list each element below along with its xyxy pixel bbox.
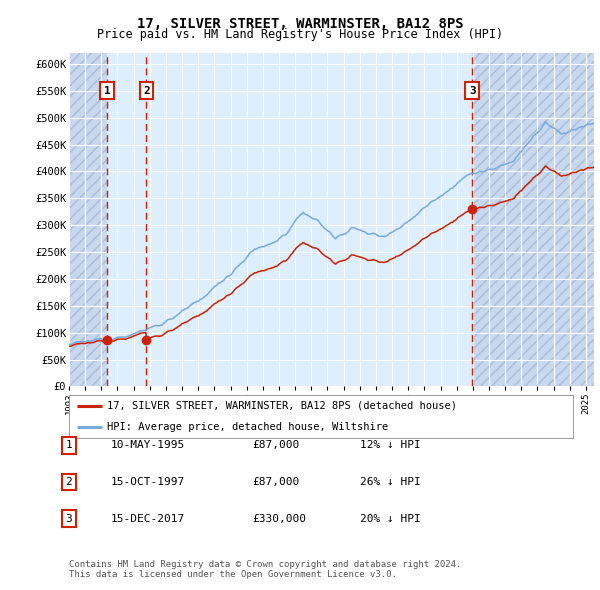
Bar (146, 53, 472, 386)
Text: 17, SILVER STREET, WARMINSTER, BA12 8PS (detached house): 17, SILVER STREET, WARMINSTER, BA12 8PS … (107, 401, 457, 411)
Bar (69, 53, 107, 386)
Bar (472, 42, 600, 386)
Text: 1: 1 (65, 441, 73, 450)
Text: 12% ↓ HPI: 12% ↓ HPI (360, 441, 421, 450)
Text: 3: 3 (469, 86, 476, 96)
Text: 3: 3 (65, 514, 73, 523)
Text: 2: 2 (65, 477, 73, 487)
Text: £87,000: £87,000 (252, 477, 299, 487)
Text: 20% ↓ HPI: 20% ↓ HPI (360, 514, 421, 523)
Text: 26% ↓ HPI: 26% ↓ HPI (360, 477, 421, 487)
Text: 1: 1 (104, 86, 110, 96)
Text: 10-MAY-1995: 10-MAY-1995 (111, 441, 185, 450)
Text: 15-DEC-2017: 15-DEC-2017 (111, 514, 185, 523)
Text: HPI: Average price, detached house, Wiltshire: HPI: Average price, detached house, Wilt… (107, 422, 388, 432)
Text: Price paid vs. HM Land Registry's House Price Index (HPI): Price paid vs. HM Land Registry's House … (97, 28, 503, 41)
Bar (107, 53, 146, 386)
Text: £87,000: £87,000 (252, 441, 299, 450)
Bar (69, 42, 107, 386)
Text: £330,000: £330,000 (252, 514, 306, 523)
Text: 15-OCT-1997: 15-OCT-1997 (111, 477, 185, 487)
Bar (472, 53, 600, 386)
Text: 2: 2 (143, 86, 150, 96)
Text: 17, SILVER STREET, WARMINSTER, BA12 8PS: 17, SILVER STREET, WARMINSTER, BA12 8PS (137, 17, 463, 31)
Text: Contains HM Land Registry data © Crown copyright and database right 2024.
This d: Contains HM Land Registry data © Crown c… (69, 560, 461, 579)
